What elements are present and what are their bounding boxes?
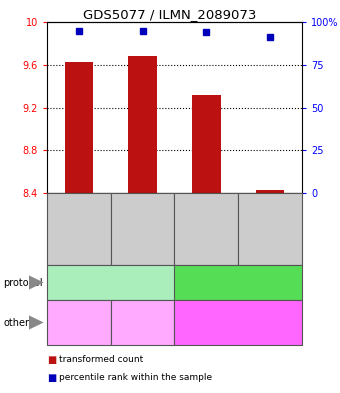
Text: ■: ■ [47,373,56,383]
Text: non-targetting
shRNA: non-targetting shRNA [210,313,266,332]
Text: ■: ■ [47,355,56,365]
Text: GSM1071456: GSM1071456 [138,201,147,257]
Bar [128,56,157,193]
Text: GDS5077 / ILMN_2089073: GDS5077 / ILMN_2089073 [83,8,257,21]
Text: shRNA for
first exon
of TMEM88: shRNA for first exon of TMEM88 [58,308,100,338]
Bar [65,62,93,193]
Text: GSM1071457: GSM1071457 [74,201,83,257]
Text: shRNA for
3'UTR of
TMEM88: shRNA for 3'UTR of TMEM88 [123,308,162,338]
Text: TMEM88 depletion: TMEM88 depletion [69,278,153,287]
Text: control: control [222,278,254,287]
Bar [192,95,221,193]
Text: GSM1071455: GSM1071455 [266,201,275,257]
Text: GSM1071454: GSM1071454 [202,201,211,257]
Text: percentile rank within the sample: percentile rank within the sample [59,373,212,382]
Text: transformed count: transformed count [59,356,143,364]
Text: protocol: protocol [3,277,43,288]
Text: other: other [3,318,29,327]
Bar [256,190,285,193]
